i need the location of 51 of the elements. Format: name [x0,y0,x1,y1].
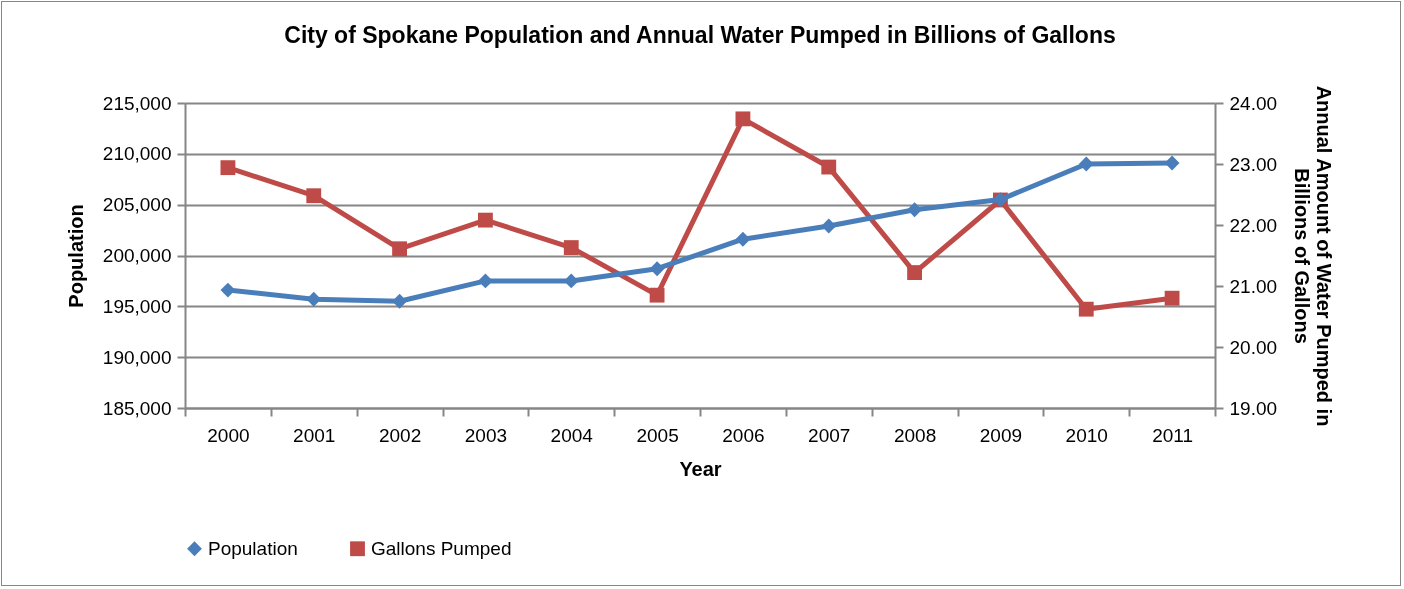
x-axis-title: Year [679,457,722,480]
y2-tick-label: 23.00 [1229,153,1278,175]
point [735,111,751,127]
point [907,202,922,218]
y-axis-title: Population [64,204,87,308]
point [220,282,236,298]
chart-title: City of Spokane Population and Annual Water Pumped in Billions of Gallons [284,21,1116,48]
point [1164,290,1180,306]
x-tick-label: 2004 [550,424,594,446]
x-tick-label: 2010 [1065,424,1108,446]
x-tick-label: 2001 [293,424,336,446]
x-tick-label: 2005 [636,424,679,446]
y2-tick-label: 24.00 [1229,92,1278,114]
point [821,218,837,234]
y2-axis-title: Annual Amount of Water Pumped in Billions of Gallons [1291,85,1336,427]
x-tick-label: 2008 [893,424,937,446]
y-tick-label: 215,000 [102,92,172,114]
point [392,293,407,309]
x-tick-label: 2011 [1152,424,1194,446]
y-tick-label: 200,000 [102,245,172,266]
y2-tick-label: 19.00 [1229,397,1278,419]
x-tick-label: 2000 [207,424,250,446]
x-tick-label: 2007 [808,424,851,446]
point [649,287,665,303]
point [220,160,236,176]
x-tick-label: 2006 [722,424,765,446]
x-tick-label: 2003 [464,424,508,446]
y-tick-label: 190,000 [102,346,172,368]
point [1078,156,1094,172]
y-tick-label: 195,000 [102,295,172,317]
y2-tick-label: 21.00 [1229,275,1278,297]
point [563,240,579,255]
point [649,261,665,277]
point [306,188,322,204]
point [735,231,751,247]
point [1164,155,1180,171]
point [907,265,922,280]
x-tick-label: 2009 [979,424,1023,446]
y-tick-label: 210,000 [102,143,172,165]
point [392,241,407,257]
point [478,212,493,228]
legend-label: Population [208,537,298,559]
legend-label: Gallons Pumped [371,537,512,559]
y-tick-label: 205,000 [102,194,172,216]
point [821,159,837,175]
y2-tick-label: 20.00 [1229,336,1278,358]
y-tick-label: 185,000 [102,397,172,419]
point [1078,301,1094,317]
y2-tick-label: 22.00 [1229,214,1278,236]
point [478,273,493,289]
x-tick-label: 2002 [378,424,422,446]
